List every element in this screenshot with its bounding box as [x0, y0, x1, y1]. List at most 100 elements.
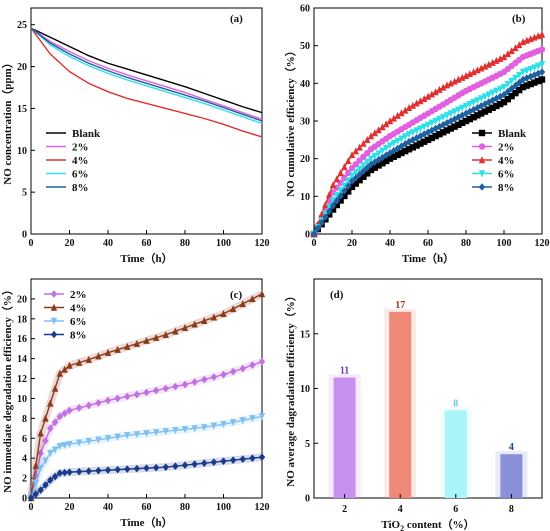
- data-point: [104, 396, 112, 405]
- data-point: [516, 71, 523, 79]
- x-tick-label: 60: [142, 502, 152, 513]
- data-point: [432, 117, 439, 125]
- data-point: [61, 442, 68, 450]
- data-point: [474, 66, 481, 74]
- data-point: [329, 201, 337, 210]
- x-tick-label: 120: [535, 238, 550, 249]
- data-point: [421, 94, 428, 102]
- y-tick-label: 6: [22, 434, 27, 445]
- data-point: [152, 386, 160, 395]
- data-point: [470, 68, 477, 76]
- data-point: [538, 30, 546, 38]
- legend-entry: 8%: [46, 182, 89, 194]
- data-point: [386, 155, 394, 162]
- data-point: [172, 427, 179, 435]
- data-point: [124, 432, 131, 440]
- bar-4: 17: [384, 300, 417, 498]
- data-point: [364, 136, 371, 144]
- data-point: [95, 399, 102, 407]
- series-line: [30, 27, 263, 120]
- data-point: [47, 450, 54, 458]
- data-point: [485, 91, 492, 99]
- data-point: [516, 41, 523, 49]
- legend-entry: 8%: [44, 330, 87, 342]
- data-point: [500, 83, 508, 91]
- data-point: [345, 177, 352, 185]
- data-point: [470, 98, 477, 106]
- data-point: [66, 468, 73, 476]
- data-point: [459, 119, 466, 127]
- y-tick-label: 0: [305, 230, 310, 241]
- legend-marker: [50, 330, 58, 339]
- data-point: [75, 439, 83, 447]
- data-point: [451, 108, 458, 116]
- legend-label: Blank: [498, 128, 527, 140]
- data-point: [417, 132, 424, 140]
- data-point: [348, 183, 356, 191]
- y-axis-title: NO concentration（ppm）: [1, 57, 14, 184]
- legend-label: 4%: [70, 303, 87, 315]
- data-point: [210, 373, 218, 381]
- data-point: [364, 158, 371, 166]
- data-point: [367, 160, 375, 169]
- data-point: [527, 65, 534, 73]
- data-point: [440, 114, 447, 122]
- y-tick-label: 8: [22, 414, 27, 425]
- data-point: [258, 357, 266, 366]
- panel-label: (d): [330, 289, 344, 301]
- data-point: [143, 464, 150, 472]
- data-point: [341, 187, 348, 195]
- data-point: [27, 494, 35, 502]
- x-tick-label: 120: [255, 238, 270, 249]
- data-point: [133, 431, 141, 439]
- data-point: [210, 458, 218, 466]
- data-point: [258, 290, 266, 298]
- legend-label: 6%: [70, 316, 87, 328]
- data-point: [95, 436, 102, 444]
- data-point: [398, 149, 405, 157]
- data-point: [538, 46, 546, 53]
- data-point: [114, 433, 121, 441]
- data-point: [201, 459, 208, 467]
- data-point: [66, 361, 73, 369]
- series-4%: [27, 290, 266, 502]
- x-tick-label: 80: [180, 502, 190, 513]
- data-point: [447, 125, 454, 132]
- data-point: [451, 77, 458, 85]
- data-point: [371, 152, 378, 160]
- x-tick-label: 100: [497, 238, 512, 249]
- y-tick-label: 50: [300, 41, 310, 52]
- data-point: [383, 120, 390, 128]
- x-tick-label: 20: [65, 238, 75, 249]
- data-point: [527, 80, 534, 88]
- data-point: [485, 106, 492, 113]
- data-point: [32, 490, 40, 498]
- y-tick-label: 14: [17, 354, 27, 365]
- data-point: [95, 466, 102, 475]
- data-point: [478, 64, 485, 72]
- data-point: [258, 413, 266, 421]
- data-point: [500, 53, 508, 61]
- data-point: [249, 415, 256, 423]
- data-point: [191, 378, 198, 386]
- data-point: [356, 170, 363, 179]
- data-point: [379, 153, 386, 162]
- data-point: [436, 130, 443, 138]
- data-point: [66, 406, 73, 415]
- data-point: [85, 438, 92, 446]
- data-point: [172, 327, 179, 335]
- y-tick-label: 10: [300, 384, 310, 395]
- data-point: [455, 75, 462, 83]
- data-point: [32, 479, 40, 487]
- data-point: [114, 345, 121, 353]
- panel-label: (a): [230, 13, 243, 25]
- y-tick-label: 18: [17, 314, 27, 325]
- data-point: [402, 106, 409, 114]
- data-point: [143, 388, 150, 397]
- data-point: [478, 110, 485, 117]
- data-point: [220, 310, 227, 318]
- data-point: [428, 90, 435, 98]
- data-point: [345, 157, 352, 165]
- data-point: [326, 191, 333, 199]
- data-point: [538, 76, 546, 83]
